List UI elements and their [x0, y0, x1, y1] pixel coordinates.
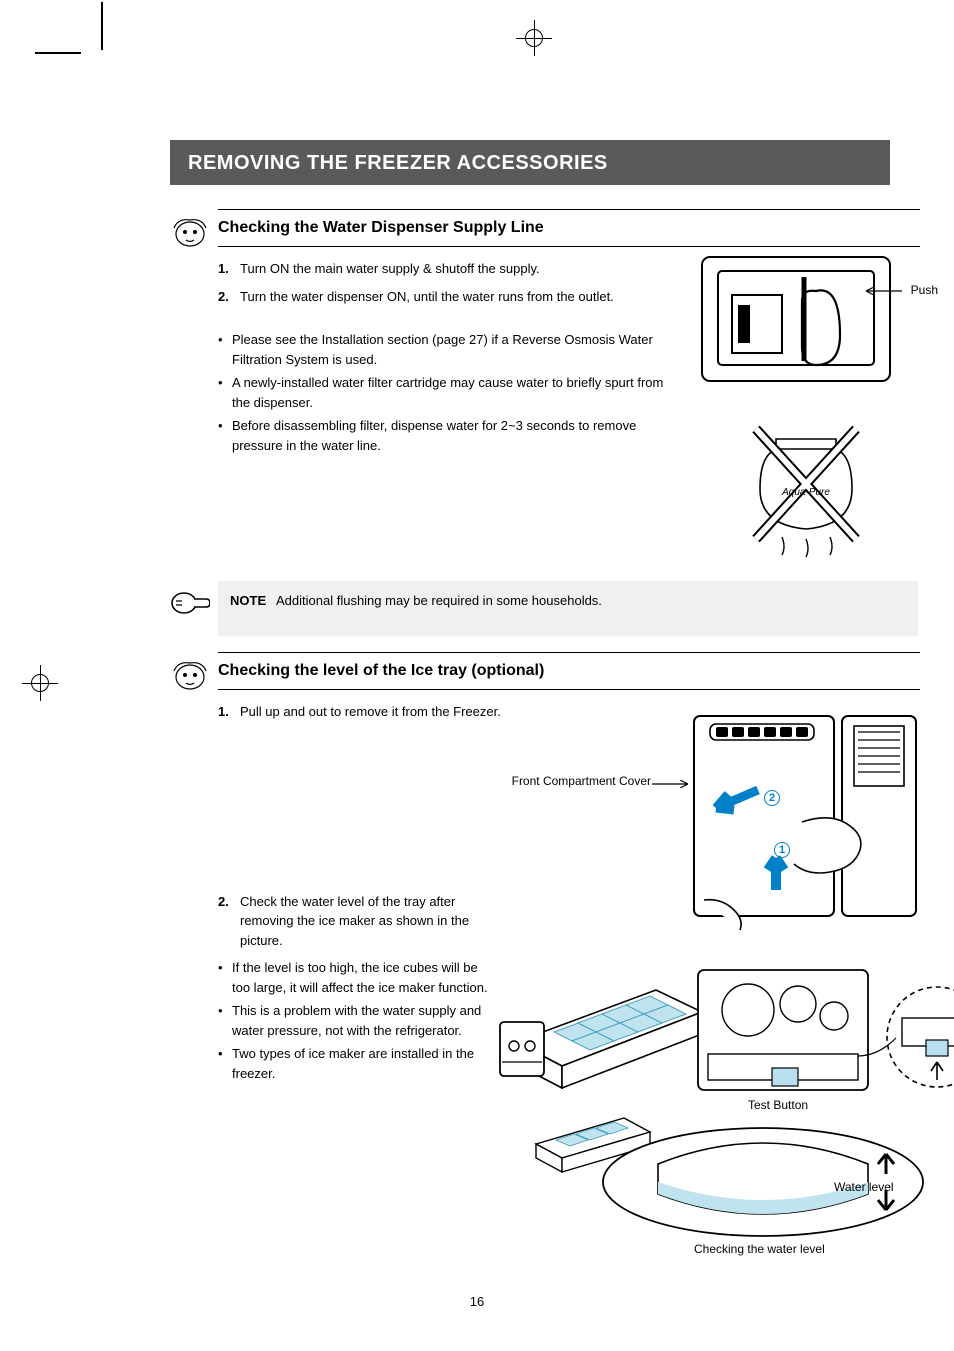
list-item: 1. Turn ON the main water supply & shuto…	[218, 259, 678, 279]
hand-point-icon	[170, 587, 210, 617]
note-text: Additional flushing may be required in s…	[276, 593, 602, 608]
section-ice-tray: Checking the level of the Ice tray (opti…	[170, 652, 920, 1262]
registration-mark-left	[22, 665, 58, 701]
figure-label-test-button: Test Button	[748, 1096, 808, 1114]
list-item: 2. Turn the water dispenser ON, until th…	[218, 287, 678, 307]
section-head: Checking the level of the Ice tray (opti…	[218, 652, 920, 690]
list-item: •This is a problem with the water supply…	[218, 1001, 488, 1040]
figure-water-level-callout: Water level Checking the water level	[598, 1122, 928, 1242]
item-text: Turn the water dispenser ON, until the w…	[240, 287, 614, 307]
bullet-text: This is a problem with the water supply …	[232, 1001, 488, 1040]
section-head: Checking the Water Dispenser Supply Line	[218, 209, 920, 247]
crop-mark-tl	[35, 37, 105, 52]
bullet-text: Please see the Installation section (pag…	[232, 330, 678, 369]
list-item: 2. Check the water level of the tray aft…	[218, 892, 508, 951]
list-item: •If the level is too high, the ice cubes…	[218, 958, 488, 997]
bullet-text: If the level is too high, the ice cubes …	[232, 958, 488, 997]
figure-label-push: Push	[911, 281, 938, 299]
section-body: 1. Pull up and out to remove it from the…	[218, 702, 920, 1262]
list-item: •Two types of ice maker are installed in…	[218, 1044, 488, 1083]
figure-label-front-cover: Front Compartment Cover	[501, 772, 651, 790]
item-text: Pull up and out to remove it from the Fr…	[240, 702, 501, 722]
list-item: •Before disassembling filter, dispense w…	[218, 416, 678, 455]
note-label: NOTE	[230, 591, 266, 611]
bullet-text: Before disassembling filter, dispense wa…	[232, 416, 678, 455]
figure-compartment-remove: Front Compartment Cover 1 2	[676, 702, 934, 932]
figure-dispenser: Push	[696, 251, 896, 391]
step-marker-2: 2	[764, 790, 780, 806]
page-number: 16	[470, 1292, 484, 1312]
bullet-list: •Please see the Installation section (pa…	[218, 330, 678, 455]
section-title: Checking the level of the Ice tray (opti…	[218, 662, 544, 679]
figure-filter-removed: Aqua-Pure	[726, 409, 886, 559]
registration-mark-top	[516, 20, 552, 56]
section-body: 1. Turn ON the main water supply & shuto…	[218, 259, 920, 559]
figure-label-water-level: Water level	[834, 1178, 894, 1196]
item-text: Check the water level of the tray after …	[240, 892, 508, 951]
section-title: Checking the Water Dispenser Supply Line	[218, 219, 544, 236]
item-number: 2.	[218, 287, 240, 307]
item-text: Turn ON the main water supply & shutoff …	[240, 259, 540, 279]
item-number: 2.	[218, 892, 240, 951]
item-number: 1.	[218, 702, 240, 722]
bullet-list: •If the level is too high, the ice cubes…	[218, 958, 488, 1083]
section-water-line: Checking the Water Dispenser Supply Line…	[170, 209, 920, 636]
svg-text:Aqua-Pure: Aqua-Pure	[781, 487, 830, 498]
page-content: REMOVING THE FREEZER ACCESSORIES Checkin…	[170, 140, 920, 1262]
bullet-text: A newly-installed water filter cartridge…	[232, 373, 678, 412]
item-number: 1.	[218, 259, 240, 279]
step-marker-1: 1	[774, 842, 790, 858]
leader-line-icon	[858, 1032, 898, 1062]
list-item: •Please see the Installation section (pa…	[218, 330, 678, 369]
page-heading-band: REMOVING THE FREEZER ACCESSORIES	[170, 140, 890, 185]
figure-icemaker-unit: Test Button	[688, 960, 878, 1100]
list-item: 1. Pull up and out to remove it from the…	[218, 702, 508, 722]
figure-caption-check: Checking the water level	[694, 1240, 825, 1258]
mascot-icon	[170, 655, 210, 693]
page-heading: REMOVING THE FREEZER ACCESSORIES	[188, 148, 608, 178]
bullet-text: Two types of ice maker are installed in …	[232, 1044, 488, 1083]
figure-icemaker-tray	[496, 962, 716, 1102]
list-item: •A newly-installed water filter cartridg…	[218, 373, 678, 412]
note-box: NOTE Additional flushing may be required…	[218, 581, 918, 636]
mascot-icon	[170, 212, 210, 250]
